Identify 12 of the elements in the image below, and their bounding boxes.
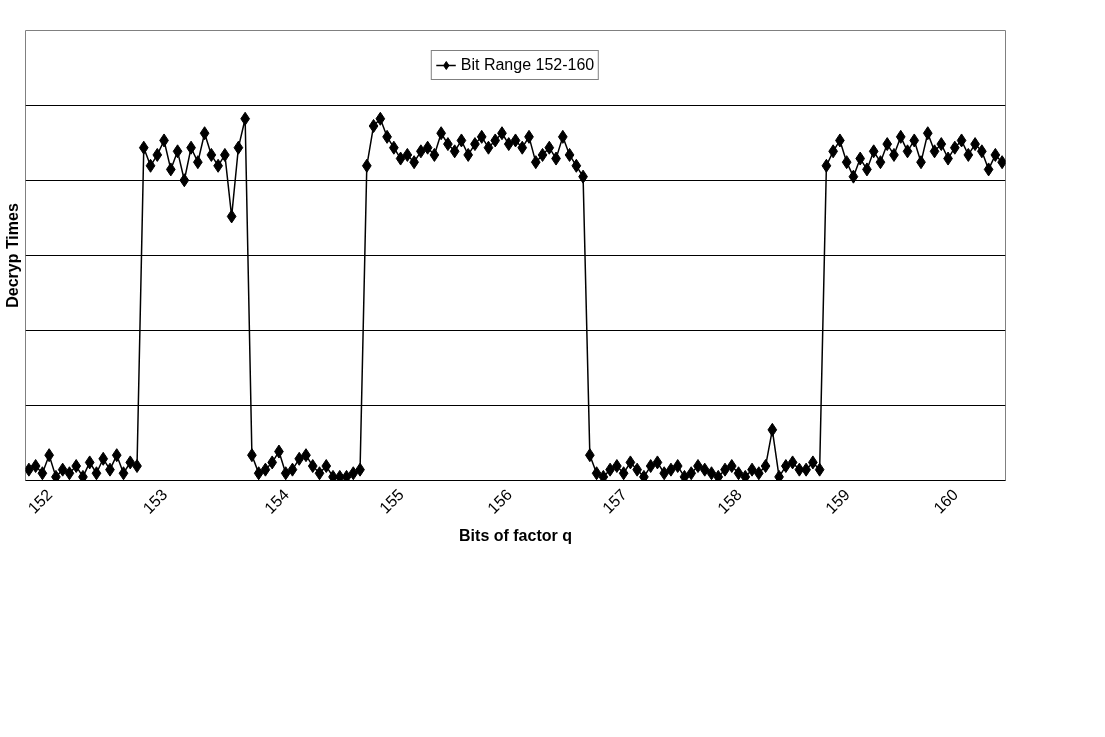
x-tick-label: 157 [599, 485, 631, 517]
x-tick-label: 154 [261, 485, 293, 517]
x-tick-label: 152 [24, 485, 56, 517]
x-tick-label: 160 [930, 485, 962, 517]
legend-label: Bit Range 152-160 [460, 56, 595, 74]
x-tick-label: 153 [139, 485, 171, 517]
x-tick-label: 159 [822, 485, 854, 517]
x-tick-label: 158 [714, 485, 745, 517]
x-axis-title: Bits of factor q [459, 526, 572, 544]
x-tick-label: 156 [484, 485, 516, 517]
y-axis-title: Decryp Times [3, 203, 21, 308]
x-tick-label: 155 [376, 485, 408, 517]
